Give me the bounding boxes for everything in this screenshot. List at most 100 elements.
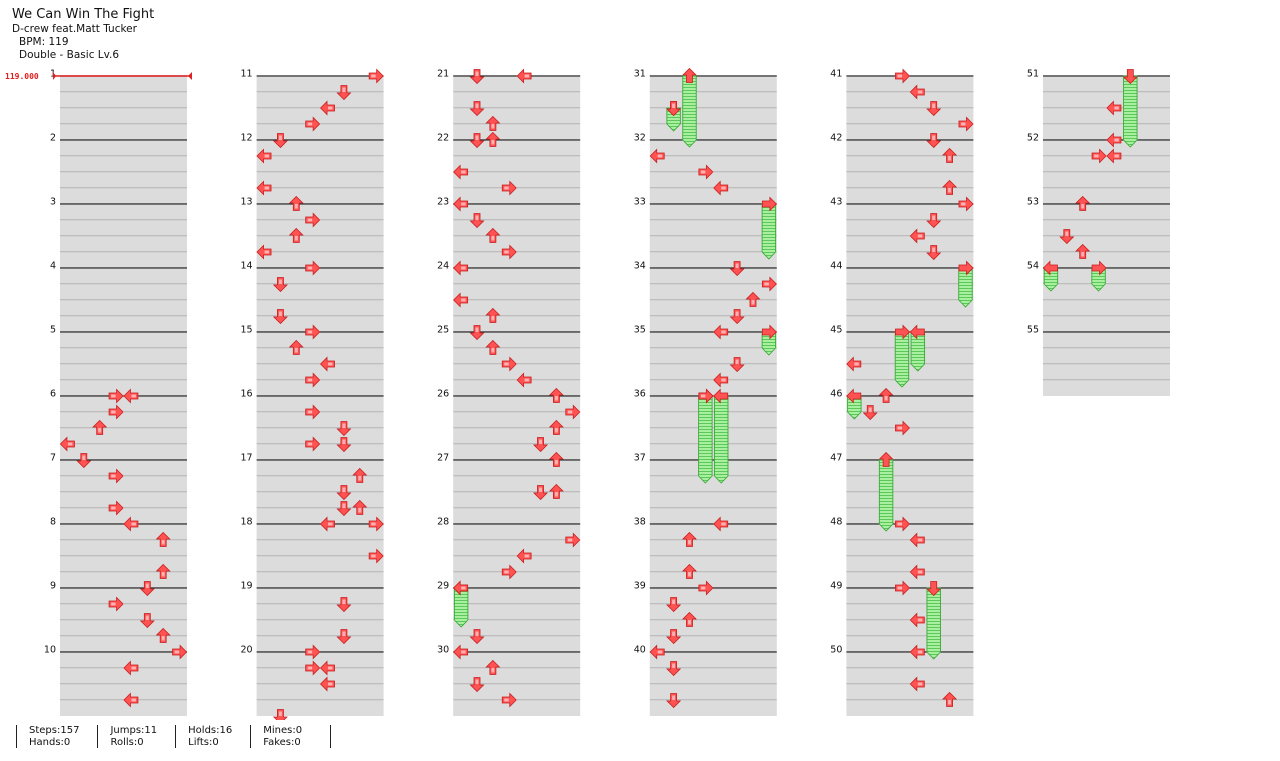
- measure-number: 52: [1027, 133, 1039, 144]
- stat-label: Mines:: [263, 725, 296, 736]
- note-arrow-left: [713, 373, 729, 387]
- measure-stripe: [453, 77, 581, 92]
- measure-stripe: [1043, 285, 1170, 300]
- note-arrow-right: [108, 389, 124, 403]
- note-arrow-highlight: [475, 679, 479, 684]
- note-arrow-down: [666, 101, 681, 116]
- note-arrow-highlight: [174, 650, 180, 654]
- note-arrow-highlight: [111, 602, 116, 606]
- note-arrow-highlight: [504, 186, 509, 190]
- measure-stripe: [453, 173, 581, 188]
- measure-number: 12: [241, 133, 253, 144]
- measure-stripe: [846, 621, 974, 636]
- measure-stripe: [649, 189, 777, 204]
- note-arrow-highlight: [932, 215, 936, 220]
- measure-stripe: [60, 317, 187, 332]
- note-arrow-down: [926, 101, 941, 116]
- note-arrow-up: [682, 612, 697, 627]
- note-arrow-left: [1106, 133, 1122, 147]
- hold-body: [761, 203, 777, 260]
- note-arrow-down: [140, 581, 155, 596]
- measure-stripe: [846, 493, 974, 508]
- measure-stripe: [256, 461, 384, 476]
- hold-body: [698, 395, 713, 484]
- note-arrow-down: [926, 133, 941, 148]
- note-arrow-highlight: [475, 215, 479, 220]
- measure-stripe: [256, 429, 384, 444]
- note-arrow-right: [305, 373, 321, 387]
- note-arrow-highlight: [491, 348, 495, 353]
- measure-stripe: [1043, 205, 1170, 220]
- note-arrow-highlight: [687, 572, 691, 577]
- note-arrow-highlight: [475, 631, 479, 636]
- note-arrow-right: [108, 597, 124, 611]
- note-arrow-down: [470, 325, 485, 340]
- measure-stripe: [453, 685, 581, 700]
- note-arrow-down: [533, 437, 548, 452]
- measure-stripe: [1043, 333, 1170, 348]
- measure-stripe: [453, 621, 581, 636]
- note-arrow-highlight: [491, 140, 495, 145]
- note-arrow-right: [698, 389, 714, 403]
- note-arrow-highlight: [948, 700, 952, 705]
- note-arrow-highlight: [868, 407, 872, 412]
- note-arrow-highlight: [948, 156, 952, 161]
- note-arrow-highlight: [948, 188, 952, 193]
- note-arrow-highlight: [917, 90, 923, 94]
- note-arrow-highlight: [371, 74, 376, 78]
- measure-number: 35: [634, 325, 646, 336]
- measure-stripe: [60, 125, 187, 140]
- measure-stripe: [649, 637, 777, 652]
- note-arrow-highlight: [1081, 204, 1085, 209]
- measure-stripe: [649, 573, 777, 588]
- note-arrow-left: [909, 85, 925, 99]
- measure-stripe: [649, 477, 777, 492]
- note-arrow-highlight: [917, 682, 923, 686]
- measure-stripe: [60, 173, 187, 188]
- measure-stripe: [453, 125, 581, 140]
- measure-stripe: [60, 493, 187, 508]
- measure-stripe: [60, 413, 187, 428]
- note-arrow-highlight: [461, 266, 466, 270]
- note-arrow-left: [713, 181, 729, 195]
- note-arrow-highlight: [897, 586, 902, 590]
- measure-stripe: [649, 317, 777, 332]
- note-arrow-left: [320, 661, 336, 675]
- measure-number: 23: [437, 197, 449, 208]
- measure-stripe: [1043, 173, 1170, 188]
- note-arrow-highlight: [504, 698, 509, 702]
- measure-stripe: [453, 509, 581, 524]
- note-arrow-highlight: [294, 348, 298, 353]
- measure-stripe: [453, 477, 581, 492]
- note-arrow-left: [516, 549, 532, 563]
- measure-stripe: [846, 77, 974, 92]
- measure-stripe: [846, 685, 974, 700]
- note-arrow-highlight: [461, 586, 466, 590]
- song-header: We Can Win The Fight D-crew feat.Matt Tu…: [12, 6, 154, 62]
- note-arrow-highlight: [264, 186, 270, 190]
- note-arrow-left: [320, 677, 336, 691]
- measure-number: 46: [830, 389, 842, 400]
- note-arrow-left: [453, 293, 469, 307]
- measure-stripe: [649, 285, 777, 300]
- note-arrow-right: [108, 469, 124, 483]
- note-arrow-down: [926, 213, 941, 228]
- note-arrow-right: [894, 517, 910, 531]
- measure-stripe: [256, 349, 384, 364]
- measure-stripe: [256, 445, 384, 460]
- note-arrow-highlight: [475, 327, 479, 332]
- measure-number: 38: [634, 517, 646, 528]
- measure-stripe: [453, 493, 581, 508]
- note-arrow-right: [305, 661, 321, 675]
- measure-stripe: [453, 269, 581, 284]
- measure-stripe: [453, 429, 581, 444]
- measure-stripe: [649, 413, 777, 428]
- measure-stripe: [60, 237, 187, 252]
- measure-stripe: [846, 605, 974, 620]
- hold-body: [910, 331, 926, 372]
- note-arrow-left: [516, 69, 532, 83]
- difficulty-label: Double - Basic Lv.6: [19, 49, 120, 61]
- measure-stripe: [649, 173, 777, 188]
- measure-stripe: [649, 269, 777, 284]
- note-arrow-down: [666, 661, 681, 676]
